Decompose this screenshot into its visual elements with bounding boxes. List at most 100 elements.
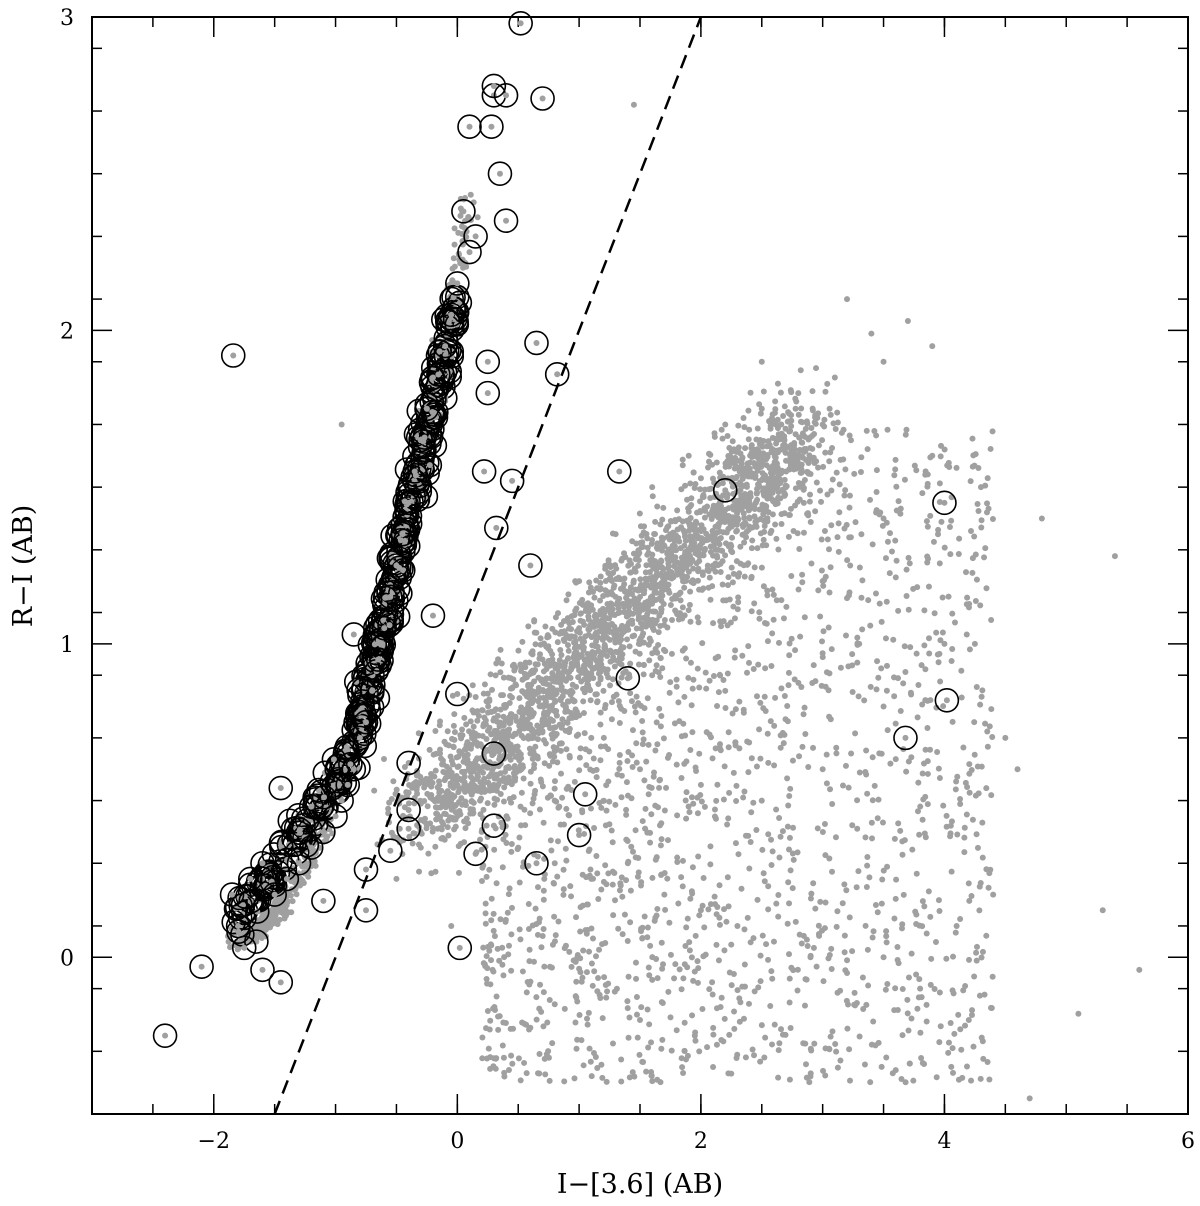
gray-point (915, 994, 922, 1001)
gray-point (859, 974, 866, 981)
gray-point (717, 535, 724, 542)
gray-point (903, 768, 910, 775)
gray-point (624, 998, 631, 1005)
gray-point (882, 986, 889, 993)
gray-point (540, 819, 547, 826)
gray-point (1136, 966, 1143, 973)
gray-point (580, 947, 587, 954)
gray-point (491, 801, 498, 808)
gray-point (256, 932, 263, 939)
gray-point (505, 942, 512, 949)
gray-point (578, 978, 585, 985)
gray-point (869, 541, 876, 548)
gray-point (649, 1078, 656, 1085)
gray-point (807, 519, 814, 526)
gray-point (416, 868, 423, 875)
gray-point (709, 755, 716, 762)
gray-point (710, 1031, 717, 1038)
gray-point (952, 786, 959, 793)
gray-point (576, 1011, 583, 1018)
gray-point (884, 981, 891, 988)
gray-point (758, 405, 765, 412)
gray-point (450, 743, 457, 750)
gray-point (984, 728, 991, 735)
gray-point (616, 887, 623, 894)
gray-point (730, 603, 737, 610)
gray-point (736, 698, 743, 705)
gray-point (872, 902, 879, 909)
gray-point (485, 703, 492, 710)
gray-point (572, 706, 579, 713)
gray-point (717, 560, 724, 567)
gray-point (707, 548, 714, 555)
gray-point (567, 883, 574, 890)
gray-point (551, 938, 558, 945)
gray-point (828, 966, 835, 973)
gray-point (718, 994, 725, 1001)
gray-point (302, 863, 309, 870)
gray-point (556, 740, 563, 747)
gray-point (801, 614, 808, 621)
gray-point (728, 1070, 735, 1077)
gray-point (892, 537, 899, 544)
gray-point (814, 825, 821, 832)
gray-point (602, 862, 609, 869)
gray-point (635, 557, 642, 564)
gray-point (919, 923, 926, 930)
gray-point (769, 586, 776, 593)
gray-point (771, 762, 778, 769)
gray-point (730, 769, 737, 776)
gray-point (571, 778, 578, 785)
gray-point (444, 788, 451, 795)
gray-point (554, 639, 561, 646)
gray-point (780, 615, 787, 622)
gray-point (516, 926, 523, 933)
gray-point (722, 421, 729, 428)
gray-point (661, 617, 668, 624)
gray-point (481, 775, 488, 782)
gray-point (624, 758, 631, 765)
gray-point (909, 846, 916, 853)
gray-point (434, 804, 441, 811)
gray-point (812, 508, 819, 515)
gray-point (961, 849, 968, 856)
gray-point (646, 783, 653, 790)
gray-point (895, 820, 902, 827)
gray-point (744, 914, 751, 921)
circled-point (298, 794, 324, 819)
gray-point (917, 1029, 924, 1036)
gray-point (806, 452, 813, 459)
gray-point (488, 917, 495, 924)
gray-point (483, 873, 490, 880)
gray-point (683, 655, 690, 662)
gray-point (732, 647, 739, 654)
gray-point (876, 750, 883, 757)
gray-point (514, 743, 521, 750)
gray-point (905, 554, 912, 561)
gray-point (559, 716, 566, 723)
gray-point (687, 659, 694, 666)
gray-point (761, 1054, 768, 1061)
gray-point (766, 490, 773, 497)
gray-point (579, 809, 586, 816)
gray-point (891, 835, 898, 842)
gray-point (618, 644, 625, 651)
gray-point (673, 761, 680, 768)
gray-point (789, 455, 796, 462)
gray-point (978, 693, 985, 700)
gray-point (966, 770, 973, 777)
gray-point (862, 834, 869, 841)
gray-point (921, 607, 928, 614)
gray-point (721, 947, 728, 954)
gray-point (555, 610, 562, 617)
gray-point (931, 610, 938, 617)
gray-point (697, 486, 704, 493)
gray-point (764, 638, 771, 645)
gray-point (601, 705, 608, 712)
gray-point (468, 741, 475, 748)
gray-point (465, 820, 472, 827)
gray-point (561, 1078, 568, 1085)
gray-point (574, 1036, 581, 1043)
gray-point (675, 699, 682, 706)
gray-point (757, 1058, 764, 1065)
